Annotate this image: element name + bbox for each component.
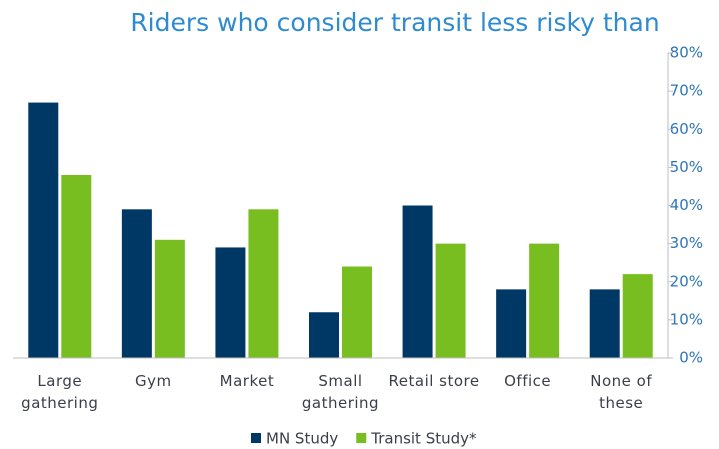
x-tick-label: Gym (135, 372, 172, 390)
x-tick-label: Market (219, 372, 275, 390)
bar (589, 289, 620, 358)
y-tick-label: 50% (670, 158, 703, 176)
legend-swatch (251, 433, 261, 443)
y-tick-label: 0% (679, 349, 703, 367)
bar (309, 312, 339, 358)
x-tick-label: Retail store (388, 372, 480, 390)
bar (529, 243, 560, 358)
y-tick-label: 80% (670, 44, 703, 62)
y-tick-label: 70% (670, 82, 703, 100)
bar (121, 209, 152, 358)
bar (496, 289, 527, 358)
chart-title: Riders who consider transit less risky t… (130, 8, 659, 37)
bar (61, 175, 92, 358)
bar (215, 247, 246, 358)
y-tick-label: 60% (670, 120, 703, 138)
x-tick-label: Small gathering (301, 372, 380, 412)
x-tick-label: None of these (590, 372, 653, 412)
y-tick-label: 20% (670, 272, 703, 290)
bar (435, 243, 466, 358)
legend-swatch (356, 433, 367, 443)
bar (402, 205, 433, 358)
bar (154, 239, 185, 358)
bar (622, 274, 653, 358)
y-tick-label: 40% (670, 196, 703, 214)
bar (248, 209, 279, 358)
bar (28, 102, 59, 358)
y-tick-label: 10% (670, 310, 703, 328)
y-tick-label: 30% (670, 234, 703, 252)
x-tick-label: Office (504, 372, 552, 390)
bar (342, 266, 372, 358)
x-tick-label: Large gathering (21, 372, 99, 412)
legend-label: Transit Study* (370, 430, 477, 448)
legend-label: MN Study (266, 430, 338, 448)
